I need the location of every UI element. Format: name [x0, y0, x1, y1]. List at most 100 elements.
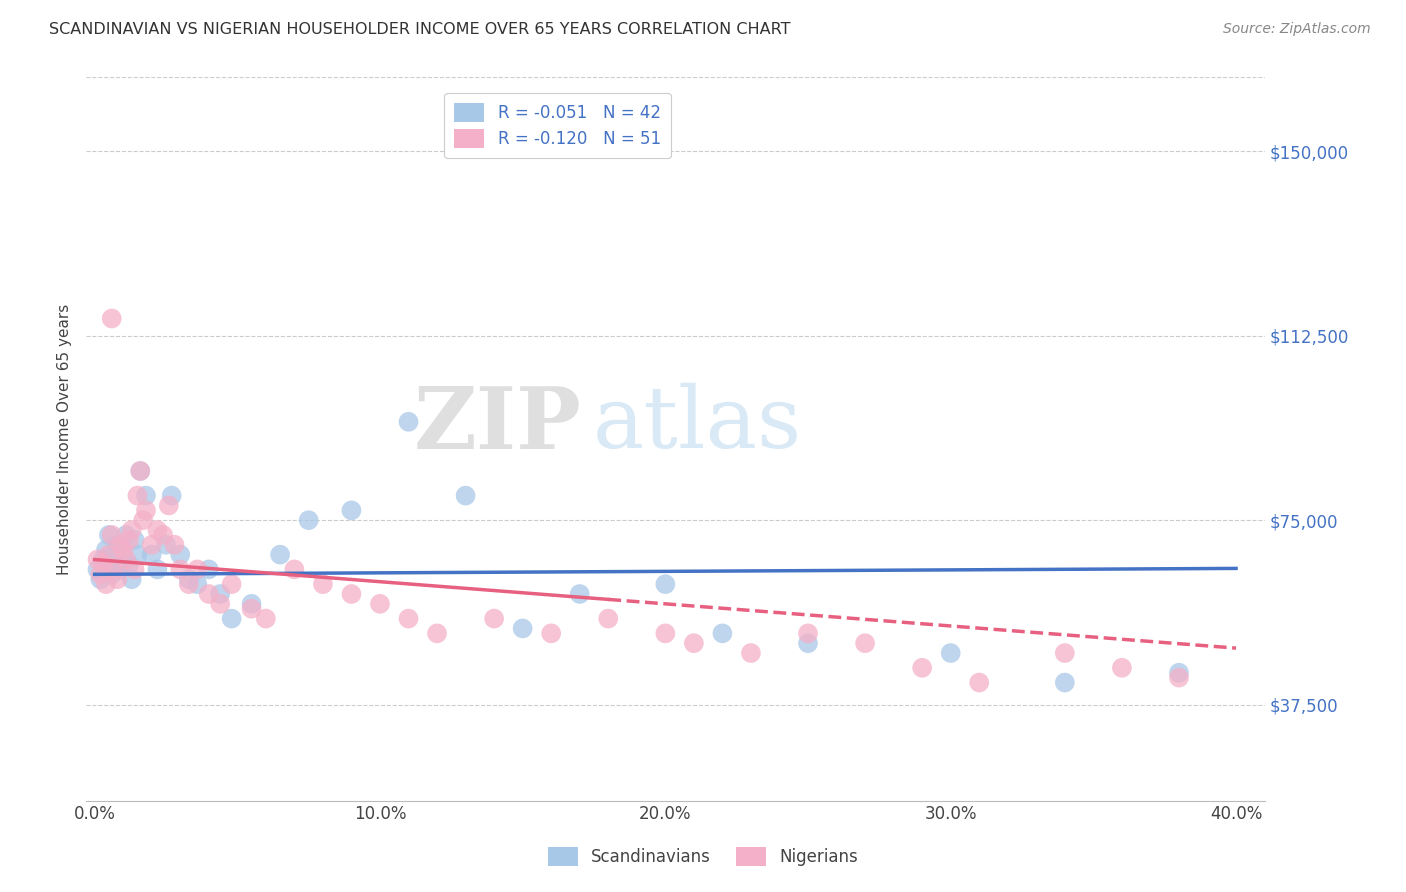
Point [740, 646, 762, 660]
Point [711, 626, 734, 640]
Legend: R = -0.051   N = 42, R = -0.120   N = 51: R = -0.051 N = 42, R = -0.120 N = 51 [444, 93, 671, 158]
Point [127, 548, 149, 562]
Point [100, 567, 122, 582]
Point [540, 626, 562, 640]
Point [186, 577, 208, 591]
Point [967, 675, 990, 690]
Point [141, 548, 163, 562]
Point [97, 528, 120, 542]
Point [129, 464, 152, 478]
Point [107, 572, 129, 586]
Point [221, 611, 243, 625]
Point [254, 611, 277, 625]
Point [1053, 675, 1076, 690]
Point [177, 572, 200, 586]
Point [398, 415, 420, 429]
Point [598, 611, 620, 625]
Point [135, 503, 157, 517]
Point [97, 548, 120, 562]
Point [132, 513, 155, 527]
Point [112, 552, 135, 566]
Point [86, 552, 108, 566]
Point [121, 572, 143, 586]
Point [482, 611, 505, 625]
Point [1168, 665, 1191, 680]
Point [654, 577, 676, 591]
Point [146, 523, 169, 537]
Y-axis label: Householder Income Over 65 years: Householder Income Over 65 years [58, 303, 72, 574]
Point [100, 311, 122, 326]
Point [110, 562, 132, 576]
Point [124, 533, 146, 547]
Point [157, 499, 180, 513]
Point [340, 587, 363, 601]
Point [240, 601, 263, 615]
Point [115, 528, 138, 542]
Point [312, 577, 335, 591]
Point [197, 587, 219, 601]
Point [1053, 646, 1076, 660]
Point [94, 542, 117, 557]
Point [298, 513, 321, 527]
Point [221, 577, 243, 591]
Point [112, 542, 135, 557]
Point [135, 489, 157, 503]
Point [124, 562, 146, 576]
Point [426, 626, 449, 640]
Point [169, 548, 191, 562]
Point [104, 562, 127, 576]
Point [110, 538, 132, 552]
Point [911, 661, 934, 675]
Point [97, 558, 120, 572]
Point [91, 552, 114, 566]
Text: SCANDINAVIAN VS NIGERIAN HOUSEHOLDER INCOME OVER 65 YEARS CORRELATION CHART: SCANDINAVIAN VS NIGERIAN HOUSEHOLDER INC… [49, 22, 790, 37]
Point [89, 572, 111, 586]
Legend: Scandinavians, Nigerians: Scandinavians, Nigerians [541, 840, 865, 873]
Point [186, 562, 208, 576]
Point [146, 562, 169, 576]
Point [89, 567, 111, 582]
Point [94, 577, 117, 591]
Point [398, 611, 420, 625]
Point [368, 597, 391, 611]
Point [283, 562, 305, 576]
Point [797, 626, 820, 640]
Point [209, 587, 232, 601]
Point [129, 464, 152, 478]
Point [160, 489, 183, 503]
Point [568, 587, 591, 601]
Point [163, 538, 186, 552]
Point [683, 636, 706, 650]
Text: Source: ZipAtlas.com: Source: ZipAtlas.com [1223, 22, 1371, 37]
Point [100, 528, 122, 542]
Point [340, 503, 363, 517]
Text: atlas: atlas [593, 383, 801, 467]
Point [454, 489, 477, 503]
Point [86, 562, 108, 576]
Point [107, 538, 129, 552]
Point [115, 552, 138, 566]
Point [1168, 671, 1191, 685]
Text: ZIP: ZIP [413, 383, 581, 467]
Point [209, 597, 232, 611]
Point [169, 562, 191, 576]
Point [1111, 661, 1133, 675]
Point [118, 558, 141, 572]
Point [197, 562, 219, 576]
Point [91, 558, 114, 572]
Point [939, 646, 962, 660]
Point [118, 533, 141, 547]
Point [104, 548, 127, 562]
Point [240, 597, 263, 611]
Point [177, 577, 200, 591]
Point [141, 538, 163, 552]
Point [121, 523, 143, 537]
Point [797, 636, 820, 650]
Point [269, 548, 291, 562]
Point [654, 626, 676, 640]
Point [853, 636, 876, 650]
Point [127, 489, 149, 503]
Point [155, 538, 177, 552]
Point [512, 622, 534, 636]
Point [152, 528, 174, 542]
